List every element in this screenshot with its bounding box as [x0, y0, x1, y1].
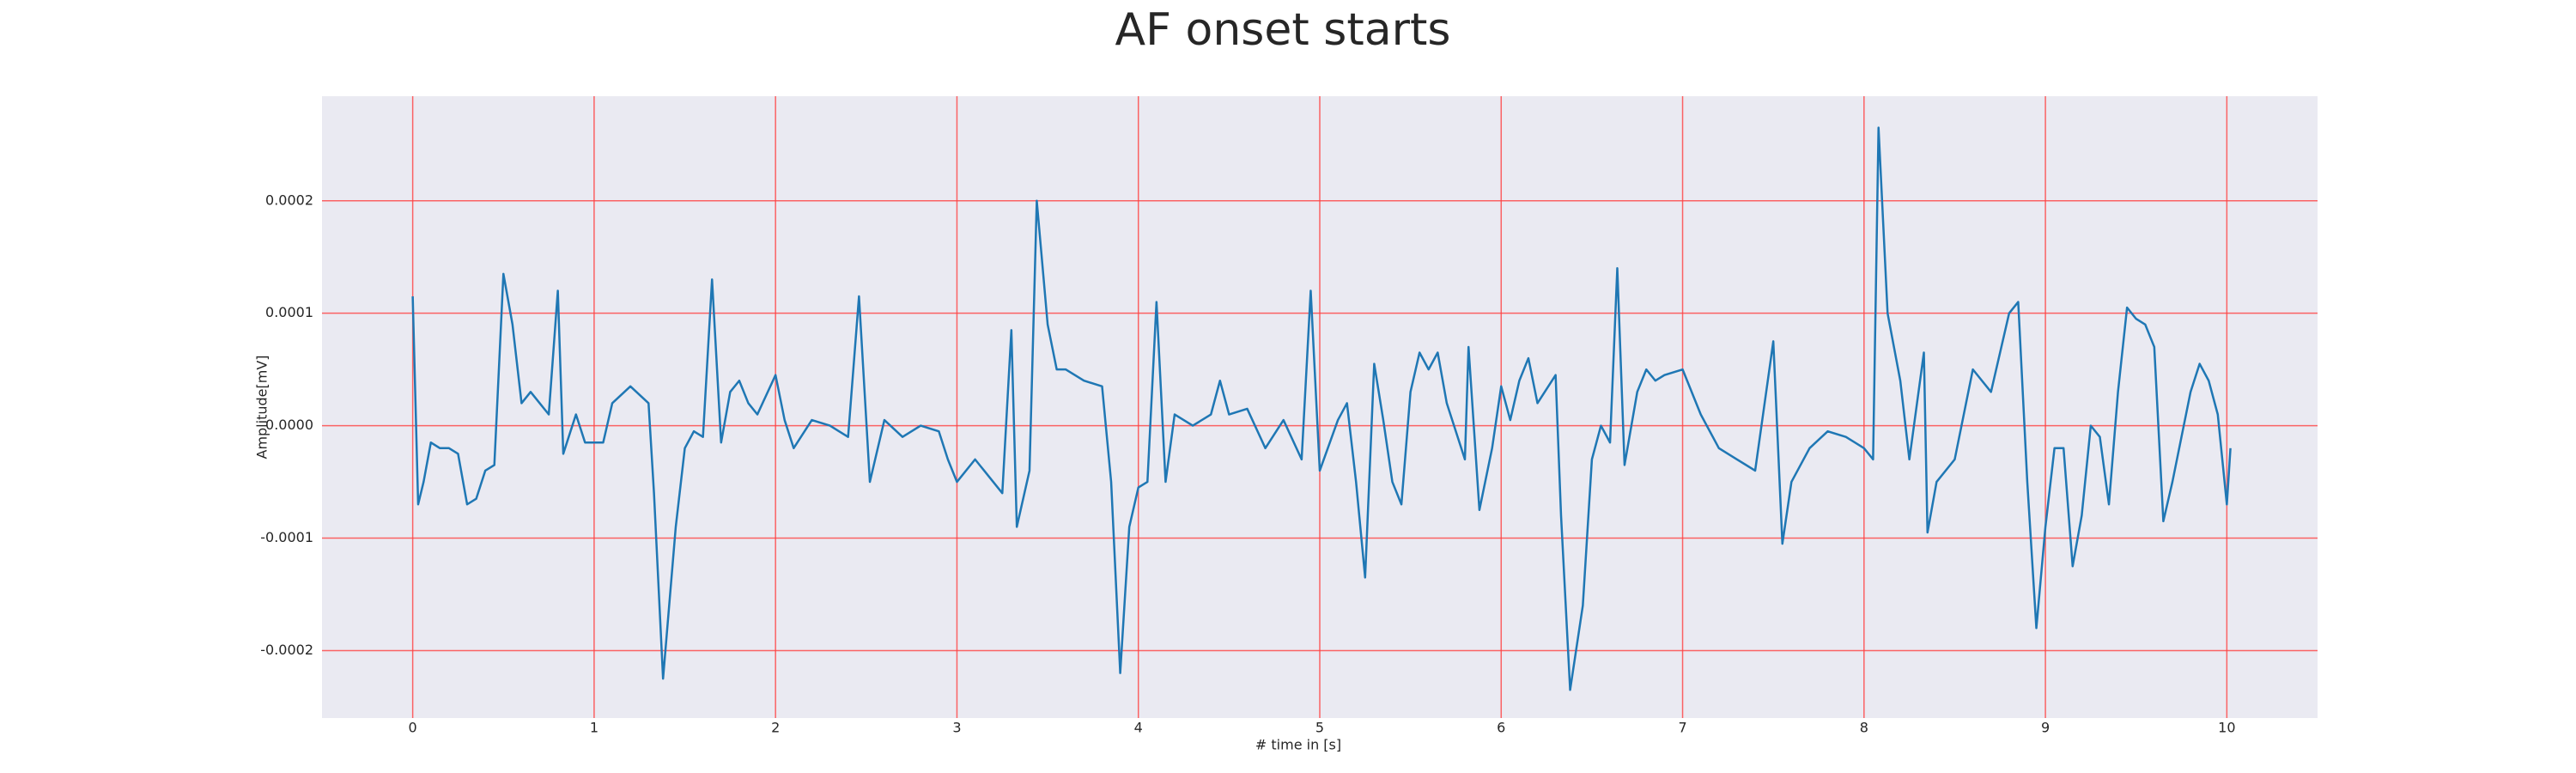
- x-tick-label: 0: [409, 720, 417, 736]
- y-tick-label: -0.0002: [260, 642, 313, 658]
- x-tick-label: 9: [2041, 720, 2050, 736]
- chart-title: AF onset starts: [1115, 4, 1451, 56]
- x-tick-label: 3: [952, 720, 961, 736]
- x-tick-label: 10: [2218, 720, 2235, 736]
- x-tick-label: 5: [1315, 720, 1324, 736]
- y-tick-label: 0.0001: [265, 304, 313, 320]
- x-axis-label: # time in [s]: [1255, 737, 1341, 753]
- x-tick-label: 7: [1678, 720, 1686, 736]
- line-series: [411, 126, 2232, 691]
- y-tick-label: 0.0000: [265, 417, 313, 433]
- x-tick-label: 4: [1134, 720, 1143, 736]
- y-tick-label: 0.0002: [265, 192, 313, 208]
- x-tick-label: 2: [771, 720, 780, 736]
- x-tick-label: 6: [1497, 720, 1505, 736]
- y-axis-label: Amplitude[mV]: [254, 355, 270, 459]
- y-tick-label: -0.0001: [260, 529, 313, 545]
- x-tick-label: 8: [1860, 720, 1868, 736]
- x-tick-label: 1: [590, 720, 598, 736]
